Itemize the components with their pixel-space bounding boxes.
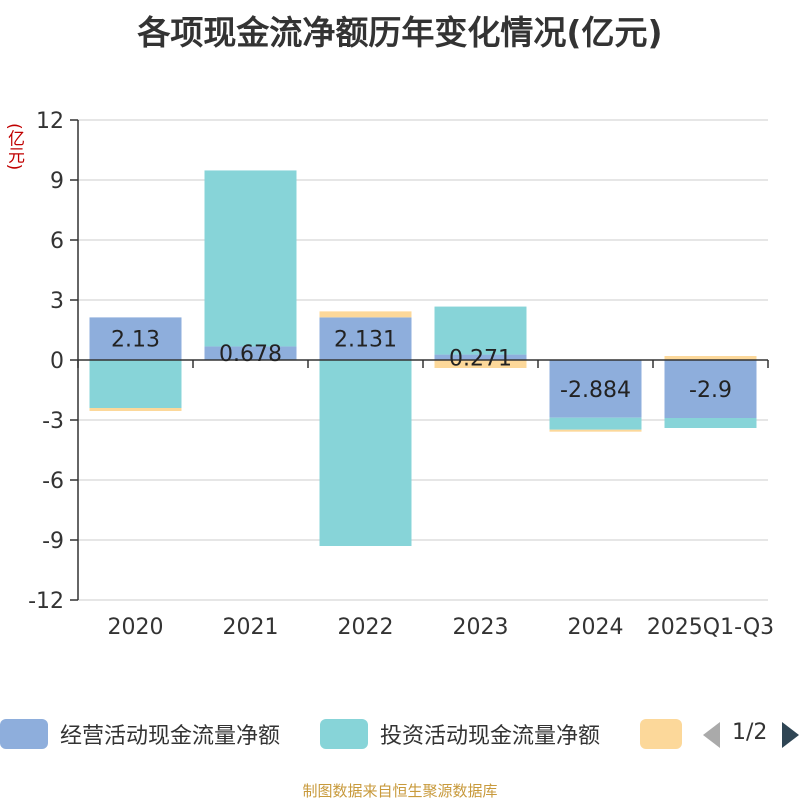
- y-tick-label: -12: [28, 589, 64, 614]
- bars: [89, 170, 757, 546]
- bar-segment: [664, 418, 757, 428]
- x-tick-label: 2025Q1-Q3: [647, 615, 774, 640]
- legend-prev-page-icon[interactable]: [703, 722, 720, 748]
- x-tick-label: 2023: [453, 615, 509, 640]
- axes: 12 9 6 3 0 -3 -6 -9 -12 2020 2021 2022 2023 2024 2025Q…: [28, 109, 774, 640]
- y-tick-label: 3: [50, 289, 64, 314]
- bar-segment: [434, 354, 527, 360]
- legend-item-investing[interactable]: 投资活动现金流量净额: [320, 717, 600, 751]
- bar-segment: [89, 408, 182, 411]
- chart: 12 9 6 3 0 -3 -6 -9 -12 2020 2021 2022 2023 2024 2025Q…: [28, 109, 774, 640]
- bar-segment: [434, 306, 527, 355]
- legend-next-page-icon[interactable]: [782, 722, 799, 748]
- legend: 经营活动现金流量净额 投资活动现金流量净额 1/2: [0, 717, 800, 751]
- data-label: 2.13: [111, 328, 160, 353]
- y-tick-label: 12: [36, 109, 64, 134]
- bar-segment: [664, 360, 757, 418]
- legend-swatch-financing: [640, 719, 682, 749]
- y-axis-unit-label: (亿元): [4, 123, 24, 171]
- bar-segment: [89, 317, 182, 360]
- legend-label-operating: 经营活动现金流量净额: [60, 724, 281, 749]
- y-tick-label: 9: [50, 169, 64, 194]
- legend-label-investing: 投资活动现金流量净额: [380, 724, 601, 749]
- bar-segment: [204, 346, 297, 360]
- y-tick-label: -9: [42, 529, 64, 554]
- data-label: 2.131: [334, 328, 397, 353]
- chart-title: 各项现金流净额历年变化情况(亿元): [137, 13, 663, 52]
- bar-segment: [664, 356, 757, 360]
- legend-swatch-operating: [0, 719, 48, 749]
- bar-segment: [204, 170, 297, 347]
- x-tick-label: 2024: [568, 615, 624, 640]
- data-label: -2.9: [689, 378, 732, 403]
- y-tick-label: 0: [50, 349, 64, 374]
- bar-segment: [549, 429, 642, 432]
- bar-segment: [319, 311, 412, 318]
- grid-lines: [78, 119, 768, 601]
- bar-segment: [434, 360, 527, 368]
- bar-segment: [549, 417, 642, 430]
- source-note: 制图数据来自恒生聚源数据库: [302, 782, 498, 800]
- data-labels: 2.13 0.678 2.131 0.271 -2.884 -2.9: [111, 328, 732, 403]
- data-label: -2.884: [560, 378, 631, 403]
- data-label: 0.678: [219, 342, 282, 367]
- data-label: 0.271: [449, 346, 512, 371]
- y-tick-label: 6: [50, 229, 64, 254]
- bar-segment: [319, 360, 412, 546]
- y-tick-label: -3: [42, 409, 64, 434]
- legend-swatch-investing: [320, 719, 368, 749]
- legend-page-indicator: 1/2: [732, 720, 768, 745]
- x-tick-label: 2022: [338, 615, 394, 640]
- legend-item-financing[interactable]: [640, 717, 682, 751]
- legend-item-operating[interactable]: 经营活动现金流量净额: [0, 717, 280, 751]
- bar-segment: [549, 360, 642, 418]
- x-tick-label: 2020: [108, 615, 164, 640]
- x-tick-label: 2021: [223, 615, 279, 640]
- bar-segment: [89, 360, 182, 408]
- bar-segment: [319, 317, 412, 360]
- y-tick-label: -6: [42, 469, 64, 494]
